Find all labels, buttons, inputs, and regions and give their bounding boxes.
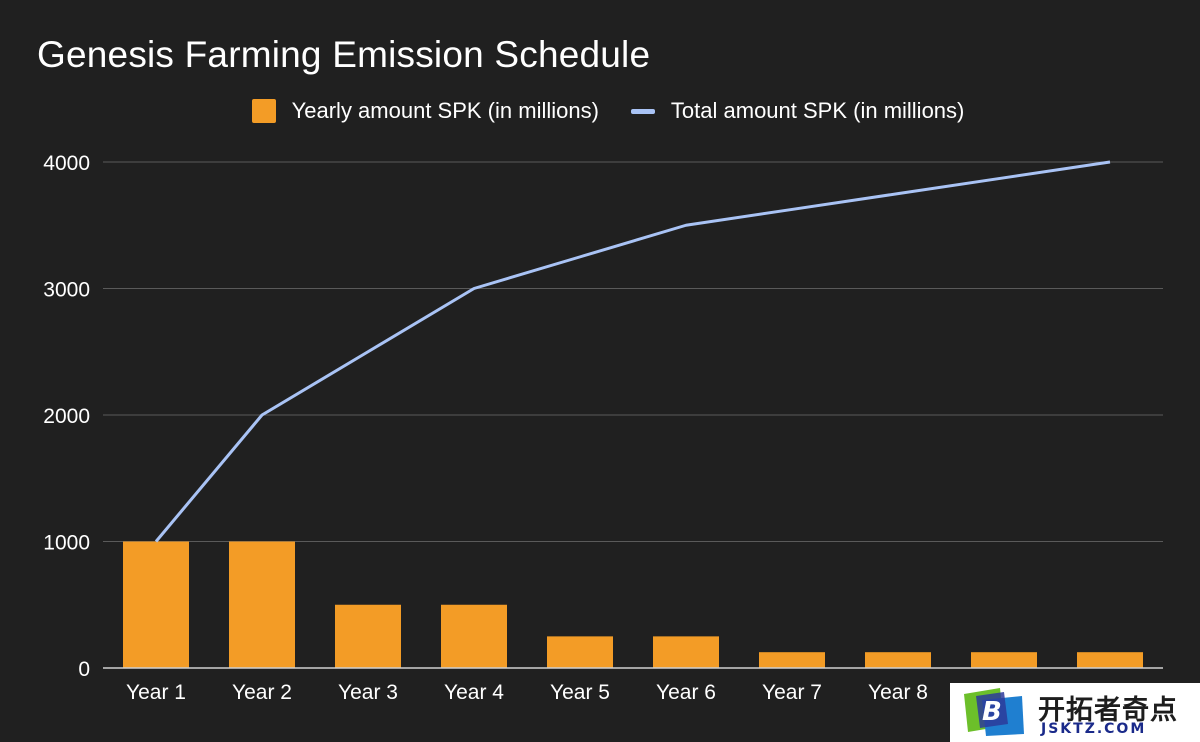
legend-label-yearly: Yearly amount SPK (in millions) <box>291 98 599 123</box>
bar <box>441 604 507 668</box>
x-tick-label: Year 6 <box>656 681 716 704</box>
legend-label-total: Total amount SPK (in millions) <box>670 98 965 123</box>
x-tick-label: Year 5 <box>550 681 610 704</box>
x-tick-label: Year 2 <box>232 681 292 704</box>
watermark: B 开拓者奇点 JSKTZ.COM <box>950 683 1200 742</box>
watermark-en-text: JSKTZ.COM <box>1041 721 1147 737</box>
bar <box>229 541 295 668</box>
legend-swatch-yearly <box>251 99 276 123</box>
y-tick-label: 0 <box>78 658 90 681</box>
bar <box>123 541 189 668</box>
y-tick-label: 4000 <box>43 152 90 175</box>
watermark-logo-icon: B <box>964 688 1024 736</box>
series-line-total <box>154 160 1111 543</box>
x-tick-label: Year 8 <box>868 681 928 704</box>
y-tick-label: 2000 <box>43 405 90 428</box>
y-tick-label: 3000 <box>43 279 90 302</box>
bar <box>653 636 719 668</box>
x-tick-label: Year 1 <box>126 681 186 704</box>
bar <box>1077 652 1143 668</box>
legend-item-yearly[interactable]: Yearly amount SPK (in millions) <box>251 98 599 124</box>
legend-item-total[interactable]: Total amount SPK (in millions) <box>630 98 965 124</box>
x-tick-label: Year 7 <box>762 681 822 704</box>
watermark-logo-letter: B <box>982 697 1002 727</box>
legend: Yearly amount SPK (in millions) Total am… <box>0 98 1200 124</box>
watermark-cn-text: 开拓者奇点 <box>1038 695 1178 726</box>
x-tick-label: Year 4 <box>444 681 504 704</box>
bar <box>759 652 825 668</box>
chart-title: Genesis Farming Emission Schedule <box>37 34 651 75</box>
bar <box>547 636 613 668</box>
x-tick-label: Year 3 <box>338 681 398 704</box>
bar <box>971 652 1037 668</box>
y-tick-label: 1000 <box>43 532 90 555</box>
legend-swatch-total <box>630 108 655 114</box>
bar <box>335 604 401 668</box>
bar <box>865 652 931 668</box>
